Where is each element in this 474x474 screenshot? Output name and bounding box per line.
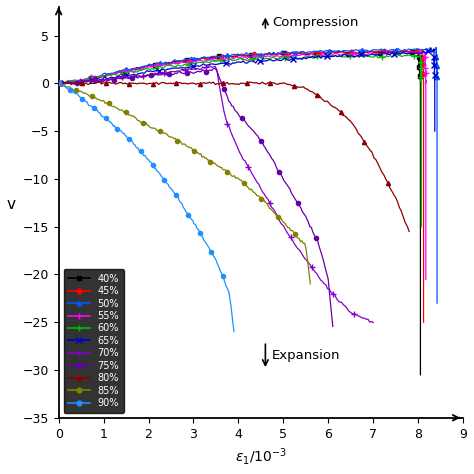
X-axis label: $\varepsilon_1$/10$^{-3}$: $\varepsilon_1$/10$^{-3}$ <box>235 446 287 467</box>
Text: Compression: Compression <box>272 16 358 29</box>
Y-axis label: v: v <box>7 197 16 212</box>
Text: Expansion: Expansion <box>272 349 341 362</box>
Legend: 40%, 45%, 50%, 55%, 60%, 65%, 70%, 75%, 80%, 85%, 90%: 40%, 45%, 50%, 55%, 60%, 65%, 70%, 75%, … <box>64 269 124 413</box>
